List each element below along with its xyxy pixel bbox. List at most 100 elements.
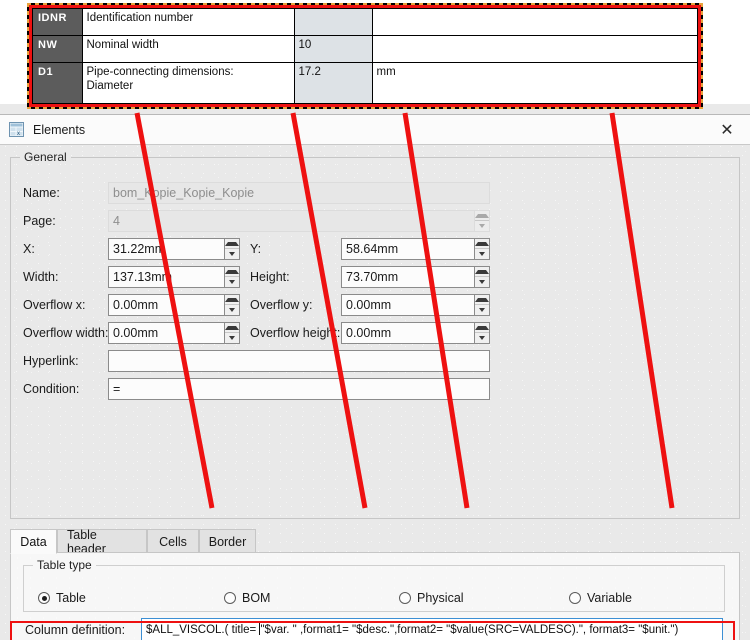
dialog-title: Elements [33,122,86,137]
width-stepper[interactable] [225,266,240,288]
table-row[interactable]: D1 Pipe-connecting dimensions: Diameter … [31,61,699,105]
row-key-cell: D1 [31,61,83,105]
stepper-up-icon[interactable] [225,295,239,305]
column-definition-label: Column definition: [25,623,126,637]
radio-indicator[interactable] [399,592,411,604]
tab-cells[interactable]: Cells [147,529,199,553]
name-field[interactable]: bom_Kopie_Kopie_Kopie [108,182,490,204]
stepper-up-icon[interactable] [225,267,239,277]
stepper-up-icon[interactable] [225,323,239,333]
stepper-down-icon[interactable] [225,305,239,315]
row-description-cell: Pipe-connecting dimensions: Diameter [81,61,295,105]
stepper-up-icon[interactable] [475,295,489,305]
hyperlink-field[interactable] [108,350,490,372]
row-value-cell: 17.2 [293,61,373,105]
height-stepper[interactable] [475,266,490,288]
condition-label: Condition: [23,382,80,396]
stepper-down-icon[interactable] [475,221,489,231]
overflow-height-field[interactable]: 0.00mm [341,322,475,344]
radio-label: Variable [587,591,632,605]
y-label: Y: [250,242,262,256]
svg-text:x: x [17,131,20,137]
stepper-up-icon[interactable] [475,211,489,221]
row-description-line1: Pipe-connecting dimensions: [86,65,234,78]
y-field[interactable]: 58.64mm [341,238,475,260]
tabstrip: Data Table header Cells Border [10,528,740,556]
stepper-up-icon[interactable] [225,239,239,249]
stepper-down-icon[interactable] [225,249,239,259]
overflow-y-field[interactable]: 0.00mm [341,294,475,316]
stepper-down-icon[interactable] [475,249,489,259]
coldef-text-before-caret: $ALL_VISCOL.( title= [146,624,260,636]
stepper-up-icon[interactable] [475,239,489,249]
stepper-up-icon[interactable] [475,267,489,277]
radio-bom[interactable]: BOM [224,589,270,607]
general-groupbox: General Name: bom_Kopie_Kopie_Kopie Page… [10,150,740,519]
overflow-height-stepper[interactable] [475,322,490,344]
table-type-legend: Table type [33,558,96,572]
x-label: X: [23,242,35,256]
condition-field[interactable]: = [108,378,490,400]
table-row[interactable]: IDNR Identification number [31,7,699,36]
row-description-line2: Diameter [86,79,134,92]
radio-indicator[interactable] [38,592,50,604]
row-value-cell: 10 [293,34,373,63]
stepper-down-icon[interactable] [225,333,239,343]
height-field[interactable]: 73.70mm [341,266,475,288]
width-field[interactable]: 137.13mm [108,266,225,288]
name-label: Name: [23,186,60,200]
overflow-width-stepper[interactable] [225,322,240,344]
radio-variable[interactable]: Variable [569,589,632,607]
tab-table-header[interactable]: Table header [57,528,147,556]
overflow-x-field[interactable]: 0.00mm [108,294,225,316]
row-value-cell [293,7,373,36]
text-caret [259,622,261,635]
page-label: Page: [23,214,56,228]
overflow-x-label: Overflow x: [23,298,86,312]
stepper-down-icon[interactable] [225,277,239,287]
document-background-strip [0,104,750,114]
page-field[interactable]: 4 [108,210,475,232]
row-unit-cell [371,34,699,63]
stepper-down-icon[interactable] [475,277,489,287]
overflow-width-field[interactable]: 0.00mm [108,322,225,344]
stepper-up-icon[interactable] [475,323,489,333]
column-definition-input[interactable]: $ALL_VISCOL.( title= "$var. " ,format1= … [141,618,723,640]
close-icon[interactable]: ✕ [720,121,734,139]
stepper-down-icon[interactable] [475,333,489,343]
row-key-cell: IDNR [31,7,83,36]
table-properties-icon: x [8,121,25,138]
table-row[interactable]: NW Nominal width 10 [31,34,699,63]
radio-indicator[interactable] [224,592,236,604]
tab-border[interactable]: Border [199,529,256,553]
tab-data[interactable]: Data [10,529,57,554]
y-stepper[interactable] [475,238,490,260]
overflow-width-label: Overflow width: [23,326,109,340]
radio-label: BOM [242,591,271,605]
preview-table: IDNR Identification number NW Nominal wi… [31,7,699,105]
radio-label: Physical [417,591,464,605]
row-description-cell: Identification number [81,7,295,36]
radio-indicator[interactable] [569,592,581,604]
row-unit-cell: mm [371,61,699,105]
general-legend: General [20,150,71,164]
x-field[interactable]: 31.22mm [108,238,225,260]
elements-dialog: x Elements ✕ General Name: bom_Kopie_Kop… [0,114,750,640]
stepper-down-icon[interactable] [475,305,489,315]
x-stepper[interactable] [225,238,240,260]
radio-table[interactable]: Table [38,589,86,607]
hyperlink-label: Hyperlink: [23,354,79,368]
row-unit-cell [371,7,699,36]
radio-physical[interactable]: Physical [399,589,464,607]
overflow-y-stepper[interactable] [475,294,490,316]
radio-label: Table [56,591,86,605]
coldef-text-after-caret: "$var. " ,format1= "$desc.",format2= "$v… [260,624,679,636]
column-definition-row: Column definition: $ALL_VISCOL.( title= … [23,618,725,640]
row-description-cell: Nominal width [81,34,295,63]
overflow-x-stepper[interactable] [225,294,240,316]
page-stepper[interactable] [475,210,490,232]
width-label: Width: [23,270,59,284]
table-type-groupbox: Table type Table BOM Physical Variable [23,558,725,612]
data-tab-panel: Table type Table BOM Physical Variable [10,552,740,640]
